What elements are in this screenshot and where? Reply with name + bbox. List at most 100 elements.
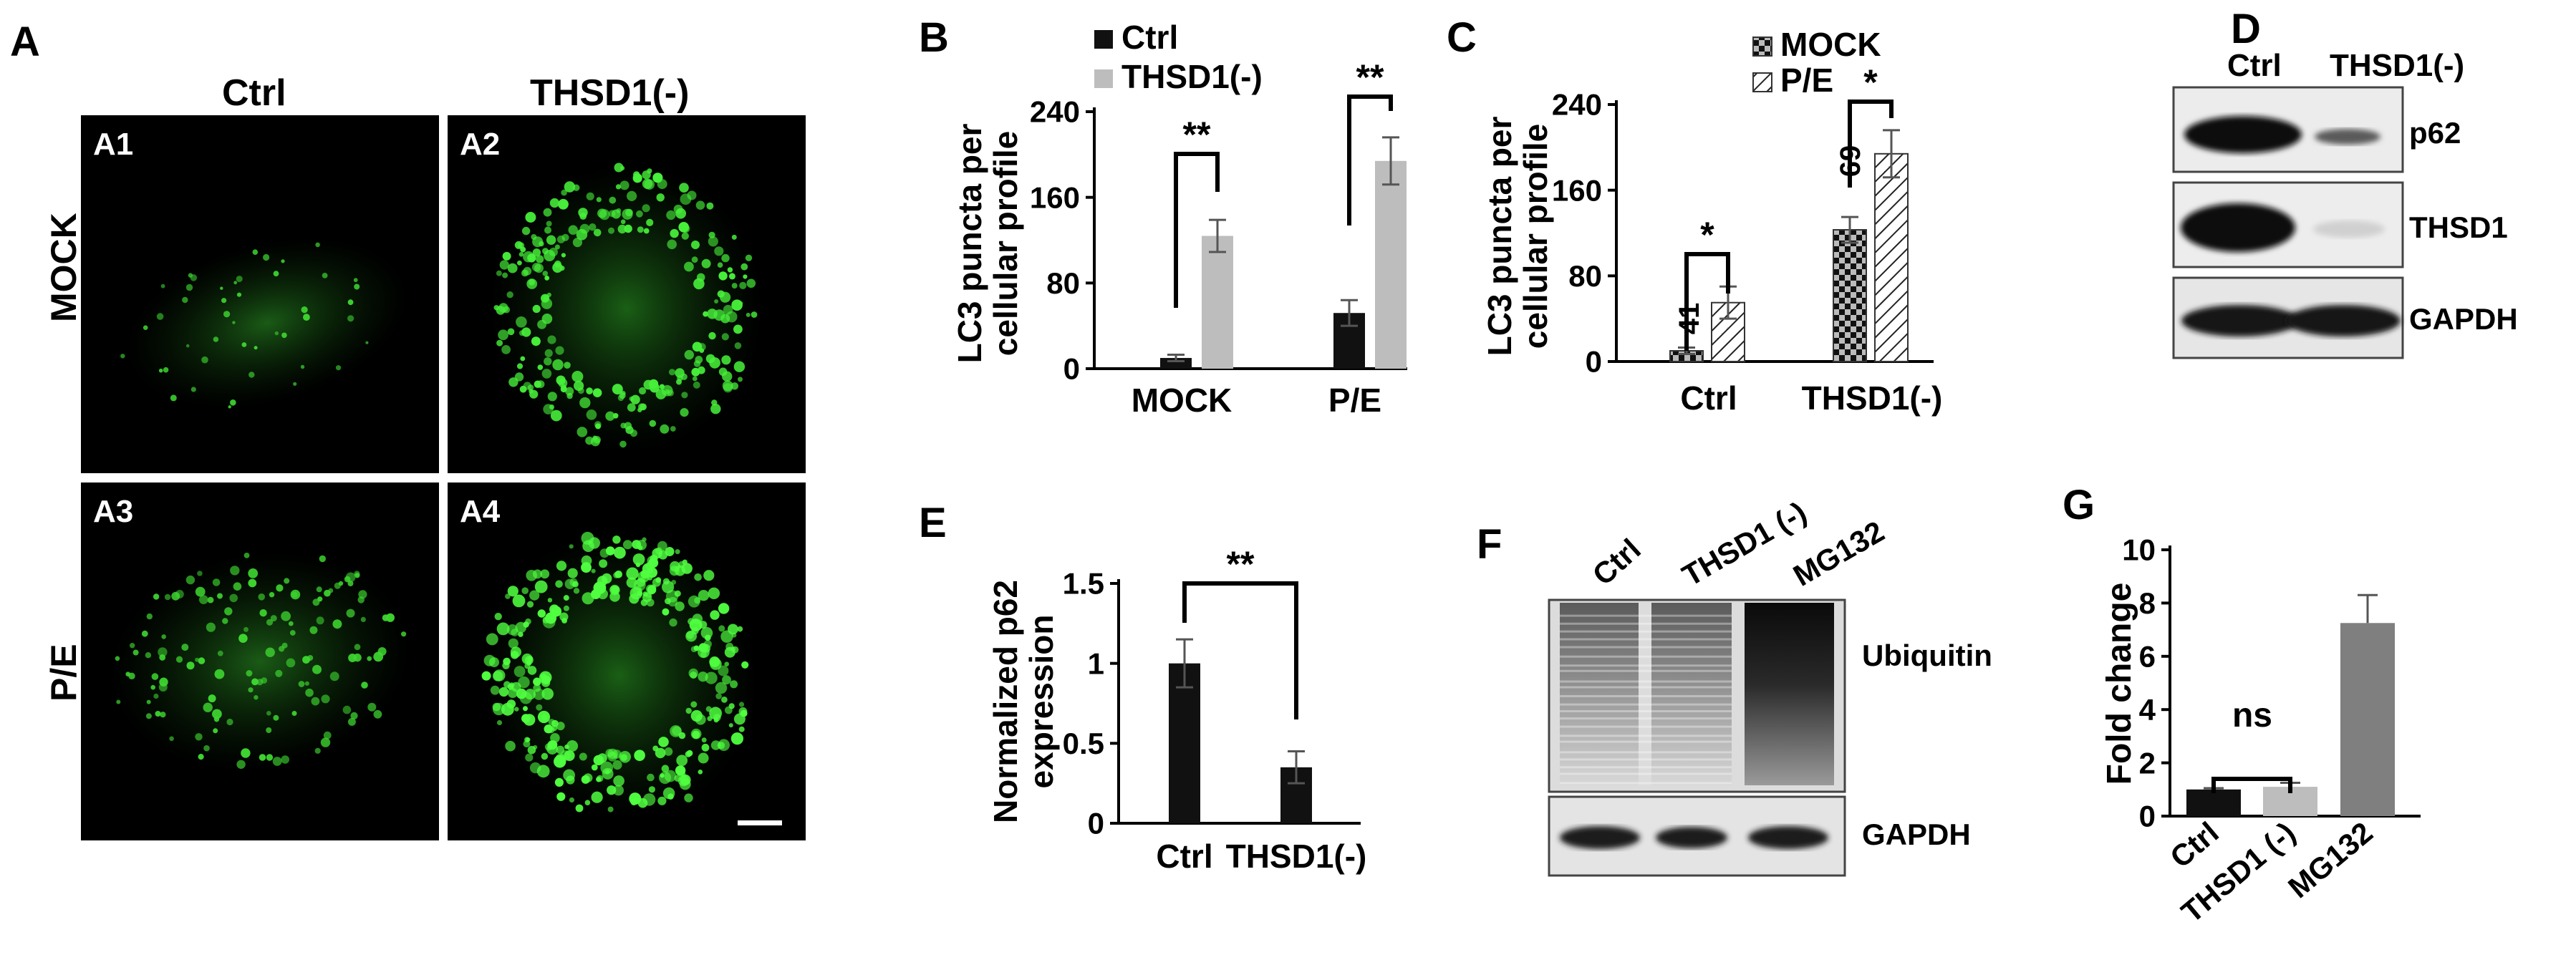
punctum bbox=[531, 234, 537, 240]
punctum bbox=[541, 714, 548, 721]
punctum bbox=[751, 311, 758, 318]
punctum bbox=[681, 563, 693, 574]
punctum bbox=[155, 711, 161, 717]
punctum bbox=[577, 427, 588, 437]
punctum bbox=[212, 578, 221, 586]
punctum bbox=[549, 604, 559, 615]
punctum bbox=[549, 198, 559, 208]
punctum bbox=[160, 283, 165, 288]
image-label-a1: A1 bbox=[93, 127, 134, 162]
punctum bbox=[730, 382, 739, 390]
punctum bbox=[745, 254, 753, 261]
punctum bbox=[608, 227, 614, 234]
punctum bbox=[686, 750, 693, 757]
punctum bbox=[254, 695, 259, 700]
punctum bbox=[507, 328, 515, 336]
punctum bbox=[312, 664, 322, 674]
punctum bbox=[629, 396, 635, 402]
punctum bbox=[518, 242, 525, 249]
punctum bbox=[728, 723, 733, 728]
punctum bbox=[284, 578, 290, 584]
punctum bbox=[534, 380, 541, 388]
punctum bbox=[669, 618, 677, 627]
punctum bbox=[502, 251, 511, 261]
punctum bbox=[512, 594, 526, 608]
punctum bbox=[544, 276, 550, 281]
punctum bbox=[714, 299, 719, 304]
punctum bbox=[502, 272, 508, 278]
punctum bbox=[360, 616, 366, 622]
punctum bbox=[521, 587, 529, 594]
punctum bbox=[564, 745, 569, 750]
punctum bbox=[607, 806, 614, 813]
punctum bbox=[627, 403, 636, 412]
punctum bbox=[544, 357, 552, 366]
punctum bbox=[354, 283, 360, 290]
punctum bbox=[718, 665, 729, 677]
punctum bbox=[281, 642, 288, 649]
punctum bbox=[338, 581, 344, 586]
punctum bbox=[675, 549, 680, 555]
punctum bbox=[555, 580, 563, 588]
punctum bbox=[698, 590, 710, 601]
x-tick-label: MOCK bbox=[1132, 382, 1232, 419]
punctum bbox=[523, 740, 531, 748]
punctum bbox=[544, 743, 553, 751]
punctum bbox=[503, 657, 511, 666]
punctum bbox=[550, 733, 560, 743]
punctum bbox=[722, 380, 733, 392]
y-tick-label: 6 bbox=[2139, 640, 2156, 674]
punctum bbox=[365, 341, 369, 344]
punctum bbox=[709, 707, 722, 720]
punctum bbox=[175, 656, 183, 663]
punctum bbox=[591, 568, 596, 573]
punctum bbox=[566, 740, 579, 752]
punctum bbox=[170, 394, 177, 402]
punctum bbox=[690, 709, 703, 722]
punctum bbox=[233, 281, 238, 285]
punctum bbox=[612, 760, 622, 770]
punctum bbox=[507, 684, 514, 690]
punctum bbox=[298, 681, 305, 687]
punctum bbox=[353, 278, 358, 283]
punctum bbox=[637, 591, 642, 596]
y-axis-label-line1: LC3 puncta per bbox=[951, 123, 988, 363]
punctum bbox=[195, 586, 206, 597]
punctum bbox=[659, 384, 665, 389]
punctum bbox=[275, 669, 283, 677]
punctum bbox=[609, 591, 620, 602]
y-tick-label: 240 bbox=[1552, 88, 1602, 122]
punctum bbox=[733, 324, 743, 334]
punctum bbox=[230, 399, 236, 406]
punctum bbox=[533, 745, 538, 750]
punctum bbox=[727, 267, 733, 273]
punctum bbox=[494, 613, 502, 621]
punctum bbox=[243, 553, 250, 558]
punctum bbox=[541, 314, 553, 324]
punctum bbox=[524, 656, 534, 665]
punctum bbox=[649, 420, 657, 427]
punctum bbox=[629, 792, 642, 805]
blot-f-ubiquitin bbox=[1548, 598, 1846, 793]
punctum bbox=[690, 701, 698, 708]
punctum bbox=[517, 260, 522, 266]
punctum bbox=[311, 697, 320, 706]
punctum bbox=[146, 613, 153, 620]
punctum bbox=[708, 236, 718, 247]
punctum bbox=[684, 261, 694, 272]
punctum bbox=[223, 311, 231, 318]
punctum bbox=[642, 178, 653, 189]
legend-label: MOCK bbox=[1780, 26, 1881, 63]
punctum bbox=[733, 361, 746, 372]
punctum bbox=[266, 619, 274, 626]
punctum bbox=[681, 232, 689, 240]
punctum bbox=[738, 301, 743, 306]
punctum bbox=[615, 184, 622, 190]
punctum bbox=[256, 679, 264, 686]
punctum bbox=[523, 706, 528, 712]
punctum bbox=[680, 408, 689, 417]
punctum bbox=[286, 658, 296, 668]
